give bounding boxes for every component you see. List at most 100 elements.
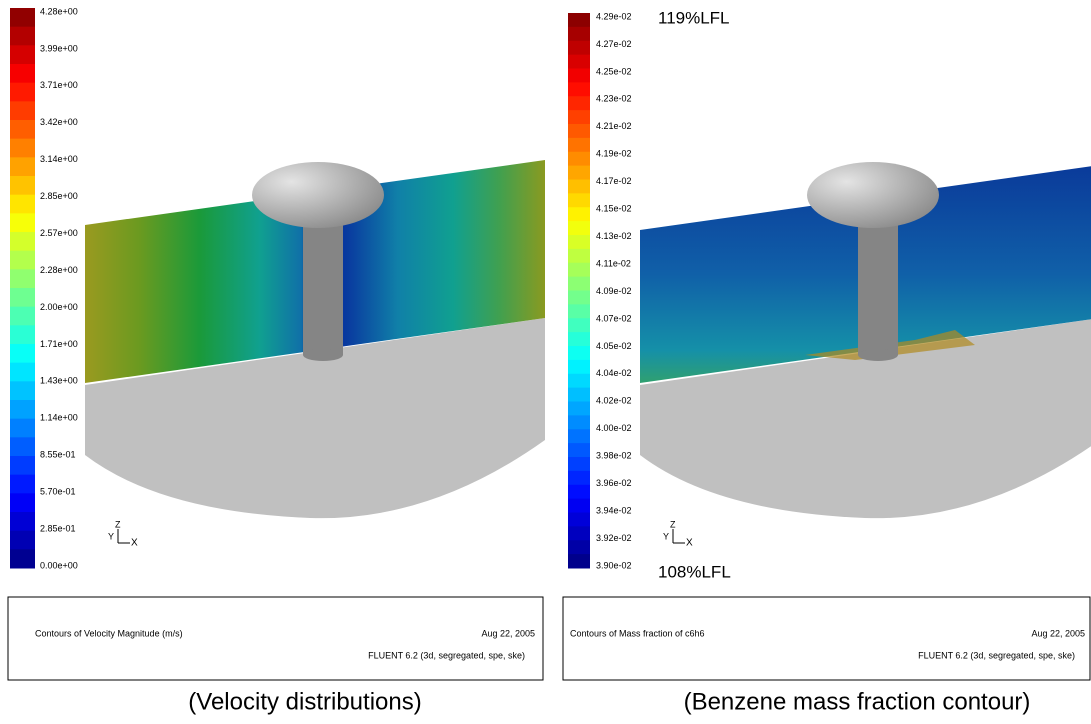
- colorbar-label: 4.02e-02: [596, 396, 632, 406]
- colorbar-label: 5.70e-01: [40, 487, 76, 497]
- colorbar-segment: [568, 401, 590, 416]
- colorbar-segment: [568, 262, 590, 278]
- colorbar-segment: [568, 470, 590, 486]
- colorbar-segment: [568, 457, 590, 472]
- colorbar-label: 4.28e+00: [40, 6, 78, 16]
- colorbar-segment: [568, 276, 590, 291]
- colorbar-label: 4.05e-02: [596, 341, 632, 351]
- colorbar-segment: [568, 484, 590, 500]
- caption-box: [562, 596, 1091, 681]
- colorbar-segment: [568, 193, 590, 208]
- colorbar-label: 4.07e-02: [596, 313, 632, 323]
- colorbar-segment: [568, 443, 590, 458]
- caption-software: FLUENT 6.2 (3d, segregated, spe, ske): [918, 650, 1075, 660]
- caption-title: Contours of Velocity Magnitude (m/s): [35, 628, 183, 638]
- caption-date: Aug 22, 2005: [1031, 628, 1085, 638]
- colorbar-segment: [568, 179, 590, 194]
- colorbar-label: 2.00e+00: [40, 302, 78, 312]
- colorbar-segment: [10, 26, 35, 46]
- caption-date: Aug 22, 2005: [481, 628, 535, 638]
- colorbar-label: 4.11e-02: [596, 258, 631, 268]
- caption-software: FLUENT 6.2 (3d, segregated, spe, ske): [368, 650, 525, 660]
- colorbar-segment: [10, 456, 35, 476]
- colorbar-label: 4.25e-02: [596, 66, 632, 76]
- colorbar-segment: [568, 110, 590, 125]
- colorbar-segment: [10, 400, 35, 420]
- colorbar-label: 3.42e+00: [40, 117, 78, 127]
- colorbar-label: 4.00e-02: [596, 423, 632, 433]
- colorbar-segment: [568, 124, 590, 139]
- colorbar-label: 8.55e-01: [40, 450, 76, 460]
- colorbar-segment: [568, 165, 590, 180]
- colorbar-label: 3.96e-02: [596, 478, 632, 488]
- colorbar-segment: [568, 540, 590, 555]
- colorbar-segment: [568, 68, 590, 83]
- axis-label: Y: [663, 531, 669, 541]
- colorbar-segment: [10, 493, 35, 513]
- colorbar-segment: [568, 207, 590, 222]
- colorbar-segment: [568, 304, 590, 319]
- colorbar-label: 4.21e-02: [596, 121, 632, 131]
- colorbar-label: 4.23e-02: [596, 94, 632, 104]
- colorbar-segment: [568, 415, 590, 430]
- colorbar-label: 4.13e-02: [596, 231, 632, 241]
- axis-label: Z: [115, 519, 121, 529]
- colorbar-segment: [10, 8, 35, 28]
- contour-scene: [85, 160, 545, 519]
- contour-scene: [640, 162, 1091, 519]
- colorbar-label: 4.17e-02: [596, 176, 632, 186]
- colorbar-segment: [568, 13, 590, 28]
- colorbar-segment: [568, 290, 590, 305]
- colorbar-segment: [10, 82, 35, 102]
- colorbar-label: 4.19e-02: [596, 149, 632, 159]
- colorbar-segment: [568, 235, 590, 250]
- axis-label: X: [131, 538, 138, 549]
- colorbar-segment: [568, 248, 590, 264]
- colorbar-segment: [568, 429, 590, 444]
- colorbar-segment: [10, 194, 35, 214]
- colorbar-label: 4.27e-02: [596, 39, 632, 49]
- colorbar-segment: [568, 82, 590, 97]
- colorbar-label: 0.00e+00: [40, 560, 78, 570]
- colorbar-segment: [10, 474, 35, 494]
- colorbar-label: 4.04e-02: [596, 368, 632, 378]
- colorbar-label: 2.28e+00: [40, 265, 78, 275]
- colorbar-segment: [568, 387, 590, 402]
- colorbar-segment: [568, 512, 590, 527]
- colorbar-segment: [568, 554, 590, 569]
- colorbar-segment: [568, 96, 590, 111]
- colorbar-label: 1.71e+00: [40, 339, 78, 349]
- axis-label: X: [686, 538, 693, 549]
- colorbar-segment: [10, 232, 35, 252]
- axis-label: Y: [108, 531, 114, 541]
- axis-label: Z: [670, 519, 676, 529]
- colorbar-segment: [568, 26, 590, 42]
- colorbar-segment: [568, 40, 590, 56]
- colorbar-segment: [10, 530, 35, 550]
- colorbar-segment: [10, 344, 35, 364]
- colorbar-segment: [10, 549, 35, 569]
- colorbar-segment: [10, 176, 35, 196]
- colorbar-segment: [10, 306, 35, 326]
- colorbar-segment: [568, 526, 590, 541]
- colorbar-label: 3.14e+00: [40, 154, 78, 164]
- colorbar-label: 3.99e+00: [40, 43, 78, 53]
- colorbar-segment: [568, 54, 590, 69]
- colorbar-segment: [568, 151, 590, 167]
- annotation: 108%LFL: [658, 562, 731, 581]
- colorbar-label: 2.85e+00: [40, 191, 78, 201]
- colorbar-segment: [568, 332, 590, 347]
- colorbar-segment: [568, 359, 590, 375]
- figure-caption: (Velocity distributions): [188, 688, 421, 715]
- colorbar-label: 2.57e+00: [40, 228, 78, 238]
- colorbar-label: 4.09e-02: [596, 286, 632, 296]
- colorbar-segment: [10, 213, 35, 233]
- colorbar-label: 1.43e+00: [40, 376, 78, 386]
- colorbar-segment: [568, 346, 590, 361]
- colorbar-segment: [10, 45, 35, 65]
- colorbar-segment: [10, 269, 35, 289]
- colorbar-segment: [568, 221, 590, 236]
- colorbar-segment: [10, 381, 35, 401]
- colorbar-segment: [10, 138, 35, 158]
